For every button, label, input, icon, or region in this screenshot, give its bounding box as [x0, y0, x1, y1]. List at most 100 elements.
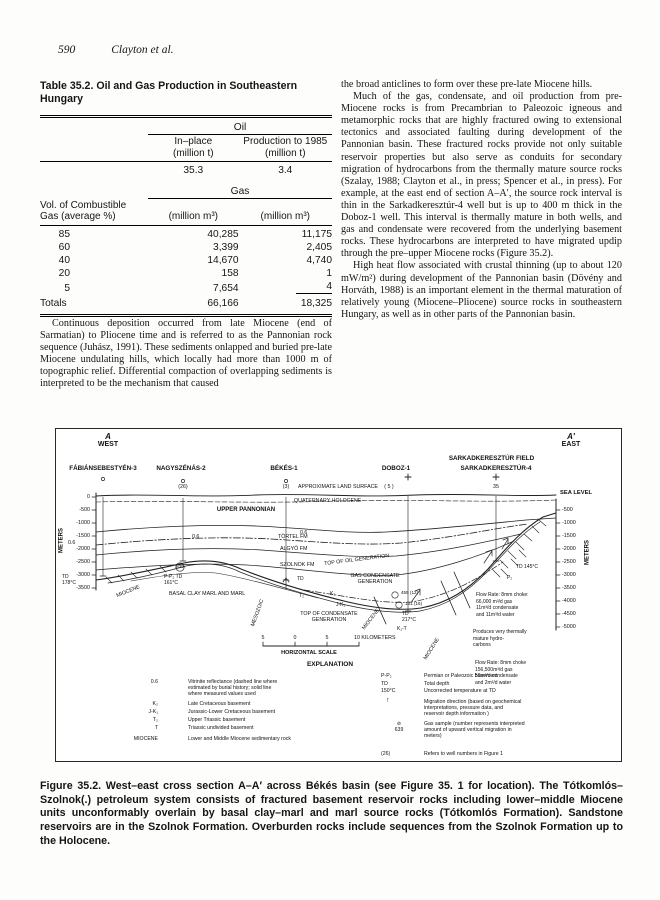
well-label-fabiansebestyen-3: FÁBIÁNSEBESTYÉN-3 [69, 465, 137, 472]
gas-production: 4 [239, 280, 332, 295]
unit-p2: P₂ [507, 575, 513, 581]
upper-pannonian-label: UPPER PANNONIAN [216, 507, 276, 513]
table-cell [40, 115, 149, 135]
legend-symbol: K₂ [152, 701, 158, 707]
depth-tick: -500 [79, 507, 90, 513]
well-label-nagyszenas-2: NAGYSZÉNÁS-2 [156, 465, 206, 472]
table-cell [40, 185, 148, 199]
unit-t2: T₂ [299, 593, 304, 599]
table-row: 85 40,285 11,175 [40, 225, 332, 241]
totals-row: Totals 66,166 18,325 [40, 294, 332, 317]
totals-production: 18,325 [238, 294, 332, 317]
gas-inplace: 40,285 [207, 228, 239, 240]
paragraph: Much of the gas, condensate, and oil pro… [341, 91, 622, 260]
gas-sample-icon: ⊘ 639 [394, 721, 404, 734]
oil-in-place-value: 35.3 [183, 165, 204, 176]
well-number-doboz: ( 5 ) [384, 484, 394, 490]
depth-tick: -3000 [76, 572, 90, 578]
depth-tick: 0 [87, 494, 90, 500]
scale-number: 0 [293, 635, 297, 641]
gas-sample-455: 455 (12) [401, 590, 419, 595]
vitrinite-value: 0.6 [192, 534, 200, 540]
table-row: 40 14,670 4,740 [40, 254, 332, 267]
paragraph: the broad anticlines to form over these … [341, 79, 593, 90]
figure-caption: Figure 35.2. West–east cross section A–A… [40, 780, 623, 847]
gas-stub-header: Vol. of Combustible Gas (average %) [40, 198, 149, 226]
legend-symbol: T₂ [152, 717, 158, 723]
gas-sample-131: 131 (16) [405, 601, 423, 606]
paragraph: Continuous deposition occurred from late… [40, 318, 332, 390]
gas-inplace: 14,670 [207, 254, 239, 266]
legend-text: Refers to well numbers in Figure 1 [424, 751, 503, 757]
oil-col2-header: Production to 1985 (million t) [238, 134, 332, 162]
oil-col1-header: In–place (million t) [148, 134, 239, 162]
gas-pct: 5 [64, 282, 70, 294]
field-label: SARKADKERESZTÚR FIELD [448, 455, 535, 462]
gas-pct: 20 [58, 267, 70, 279]
table-row: 20 158 1 [40, 267, 332, 280]
gas-production: 11,175 [301, 228, 332, 240]
oil-production-value: 3.4 [278, 165, 293, 176]
top-condensate-generation-label: TOP OF CONDENSATE GENERATION [300, 611, 358, 624]
well-number-sarkadkeresztur: 35 [493, 484, 499, 490]
szolnok-fm-label: SZOLNOK FM [280, 562, 315, 568]
section-label-west: WEST [97, 441, 119, 448]
section-letter-east: A′ [567, 432, 575, 441]
depth-tick: -4500 [562, 611, 576, 617]
depth-tick: -1500 [76, 533, 90, 539]
depth-tick: -2000 [76, 546, 90, 552]
legend-symbol: T [154, 725, 158, 731]
legend-text: Triassic undivided basement [188, 725, 254, 731]
page-number: 590 [58, 44, 76, 56]
legend-symbol: J-K₁ [148, 709, 158, 715]
table-grid: Oil In–place (million t) Production to 19… [40, 115, 332, 317]
table-row: 60 3,399 2,405 [40, 241, 332, 254]
unit-k1t: K₁-T [397, 626, 407, 632]
oil-group-header: Oil [148, 115, 332, 135]
table-title-line2: Hungary [40, 93, 83, 105]
depth-tick: -2500 [76, 559, 90, 565]
produces-note: Produces very thermally mature hydro- ca… [473, 629, 527, 648]
scale-number: 5 [261, 635, 265, 641]
legend-text: Permian or Paleozoic basement [424, 673, 498, 679]
figure-cross-section: A WEST A′ EAST SARKADKERESZTÚR FIELD FÁB… [55, 428, 622, 762]
gas-inplace: 3,399 [213, 241, 239, 253]
td-bekes: TD [297, 576, 304, 582]
td-doboz: TD 217°C [402, 611, 416, 623]
td-sarkadkeresztur: TD 145°C [516, 564, 539, 570]
vitrinite-value: 0.6 [300, 530, 308, 536]
running-head: 590 Clayton et al. [58, 44, 174, 56]
table-row: 5 7,654 4 [40, 280, 332, 295]
vitrinite-value: 0.6 [68, 540, 76, 546]
totals-inplace: 66,166 [148, 294, 239, 317]
legend-text: Late Cretaceous basement [188, 701, 251, 707]
legend-text: Jurassic-Lower Cretaceous basement [188, 709, 276, 715]
basal-clay-marl-label: BASAL CLAY MARL AND MARL [169, 591, 246, 597]
legend-text: Migration direction (based on geochemica… [424, 699, 522, 718]
legend-symbol: 0.6 [150, 679, 158, 685]
table-title: Table 35.2. Oil and Gas Production in So… [40, 80, 332, 106]
depth-tick: -3500 [76, 585, 90, 591]
horizontal-scale-label: HORIZONTAL SCALE [281, 650, 337, 656]
well-label-doboz-1: DOBOZ-1 [381, 465, 411, 472]
legend-text: Vitrinite reflectance (dashed line where… [188, 679, 278, 698]
legend-text: Lower and Middle Miocene sedimentary roc… [188, 736, 291, 742]
gas-sample-839: 839 [176, 564, 184, 569]
flow-rate-note-2: Flow Rate: 8mm choke 156,500m³/d gas 50m… [475, 660, 527, 686]
td-fabiansebestyen: TD 178°C [62, 574, 76, 586]
gas-production: 1 [326, 267, 332, 279]
gas-production: 4,740 [306, 254, 333, 266]
flow-rate-note-1: Flow Rate: 8mm choke: 66,000 m³/d gas 11… [476, 592, 529, 618]
land-surface-label: APPROXIMATE LAND SURFACE [298, 484, 378, 490]
quaternary-label: QUATERNARY HOLOCENE [294, 498, 362, 504]
unit-k2: K₂ [330, 591, 336, 597]
gas-col1-header: (million m³) [148, 198, 239, 226]
td-nagyszenas: P-P₂ TD 161°C [164, 574, 183, 586]
table-cell [40, 162, 148, 186]
tortel-fm-label: TÖRTEL FM [278, 534, 308, 540]
depth-tick: -1500 [562, 533, 576, 539]
gas-production: 2,405 [306, 241, 333, 253]
cross-section-drawing [91, 473, 561, 647]
well-label-bekes-1: BÉKÉS-1 [270, 465, 298, 472]
depth-tick: -2500 [562, 559, 576, 565]
